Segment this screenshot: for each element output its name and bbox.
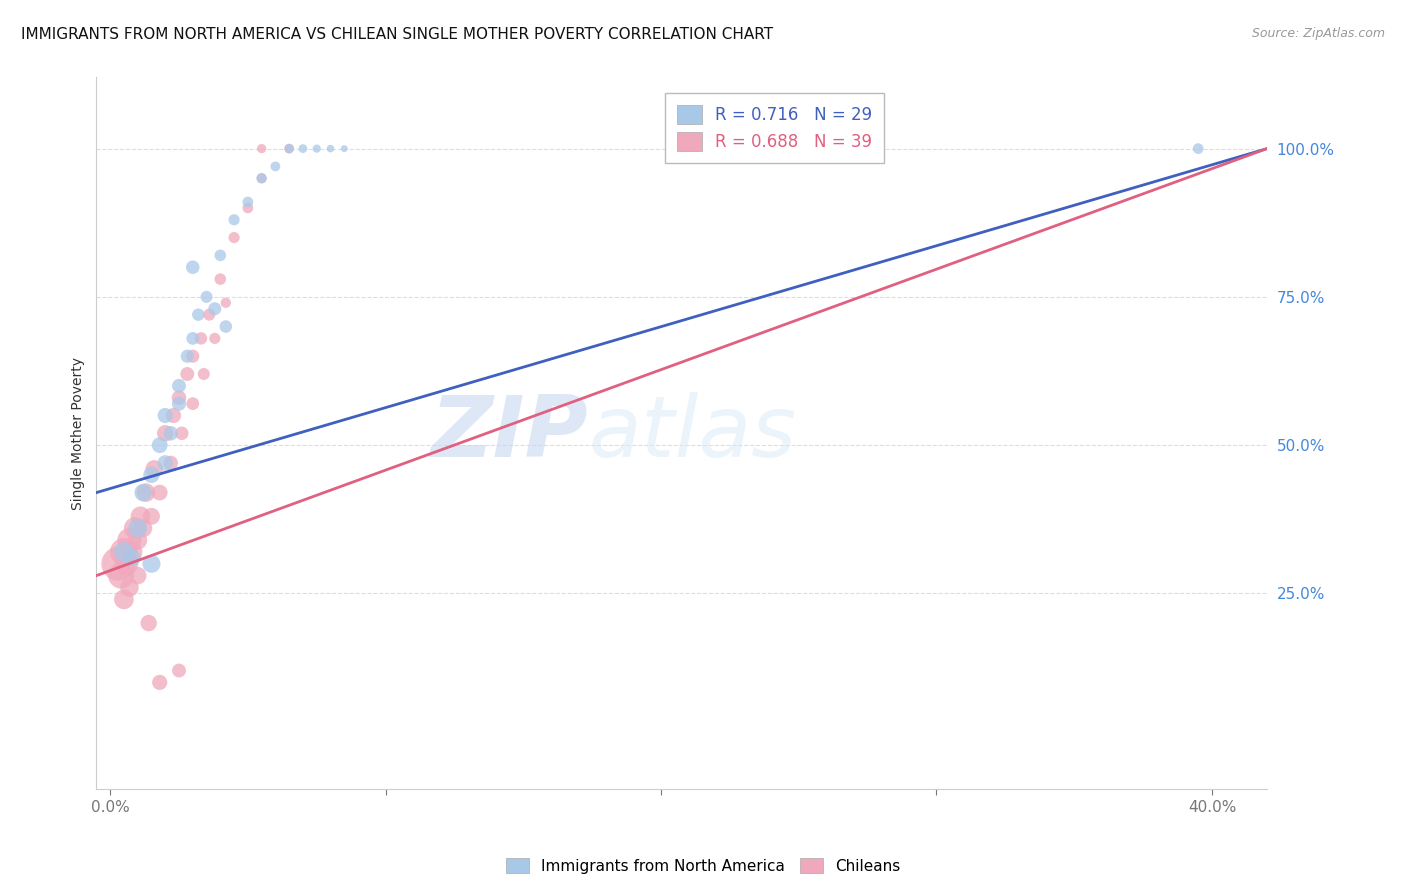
Point [176,349,198,363]
Point [209,272,232,286]
Text: atlas: atlas [588,392,796,475]
Point [319,142,342,156]
Point [250,142,273,156]
Point [167,664,190,678]
Point [112,545,135,559]
Y-axis label: Single Mother Poverty: Single Mother Poverty [72,357,86,510]
Point [181,349,204,363]
Point [250,171,273,186]
Point [135,485,157,500]
Point [155,409,177,423]
Point [159,426,181,441]
Point [118,533,141,547]
Point [155,426,177,441]
Point [187,308,209,322]
Point [107,557,129,571]
Point [138,616,160,631]
Point [222,212,245,227]
Point [129,509,152,524]
Point [121,545,143,559]
Text: ZIP: ZIP [430,392,588,475]
Point [181,397,204,411]
Text: Source: ZipAtlas.com: Source: ZipAtlas.com [1251,27,1385,40]
Point [149,438,172,452]
Point [204,331,226,345]
Point [110,568,132,582]
Point [209,248,232,262]
Point [159,456,181,470]
Legend: Immigrants from North America, Chileans: Immigrants from North America, Chileans [499,852,907,880]
Point [141,467,163,482]
Point [291,142,314,156]
Point [236,201,259,215]
Point [193,367,215,381]
Point [215,295,238,310]
Point [127,568,149,582]
Point [141,557,163,571]
Point [141,509,163,524]
Point [215,319,238,334]
Point [143,462,166,476]
Point [127,533,149,547]
Point [127,521,149,535]
Point [162,409,184,423]
Point [167,379,190,393]
Point [190,331,212,345]
Point [222,230,245,244]
Point [278,142,301,156]
Point [176,367,198,381]
Point [112,545,135,559]
Point [198,308,221,322]
Point [167,391,190,405]
Point [305,142,328,156]
Text: IMMIGRANTS FROM NORTH AMERICA VS CHILEAN SINGLE MOTHER POVERTY CORRELATION CHART: IMMIGRANTS FROM NORTH AMERICA VS CHILEAN… [21,27,773,42]
Point [333,142,356,156]
Point [155,456,177,470]
Point [264,160,287,174]
Point [149,485,172,500]
Legend: R = 0.716   N = 29, R = 0.688   N = 39: R = 0.716 N = 29, R = 0.688 N = 39 [665,93,884,163]
Point [204,301,226,316]
Point [132,521,155,535]
Point [181,331,204,345]
Point [118,581,141,595]
Point [112,592,135,607]
Point [195,290,218,304]
Point [167,397,190,411]
Point [149,675,172,690]
Point [124,521,146,535]
Point [170,426,193,441]
Point [132,485,155,500]
Point [115,557,138,571]
Point [121,550,143,565]
Point [278,142,301,156]
Point [1187,142,1209,156]
Point [250,171,273,186]
Point [236,194,259,209]
Point [181,260,204,275]
